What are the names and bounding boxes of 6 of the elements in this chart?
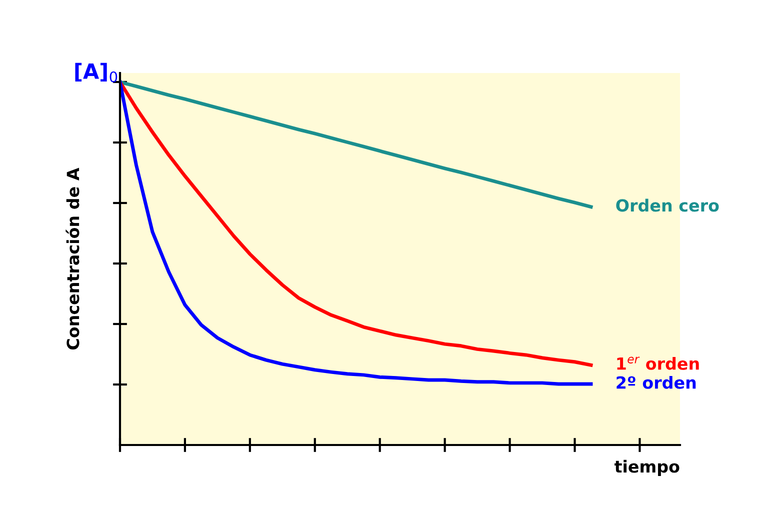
- y-axis-title: Concentración de A: [66, 168, 80, 350]
- series-label: 2º orden: [616, 376, 696, 389]
- annotation: [A]$_{0}$: [75, 62, 118, 82]
- x-axis-title: tiempo: [614, 460, 680, 476]
- series-label: 1$^{er}$ orden: [617, 356, 699, 370]
- series-label: Orden cero: [616, 198, 719, 212]
